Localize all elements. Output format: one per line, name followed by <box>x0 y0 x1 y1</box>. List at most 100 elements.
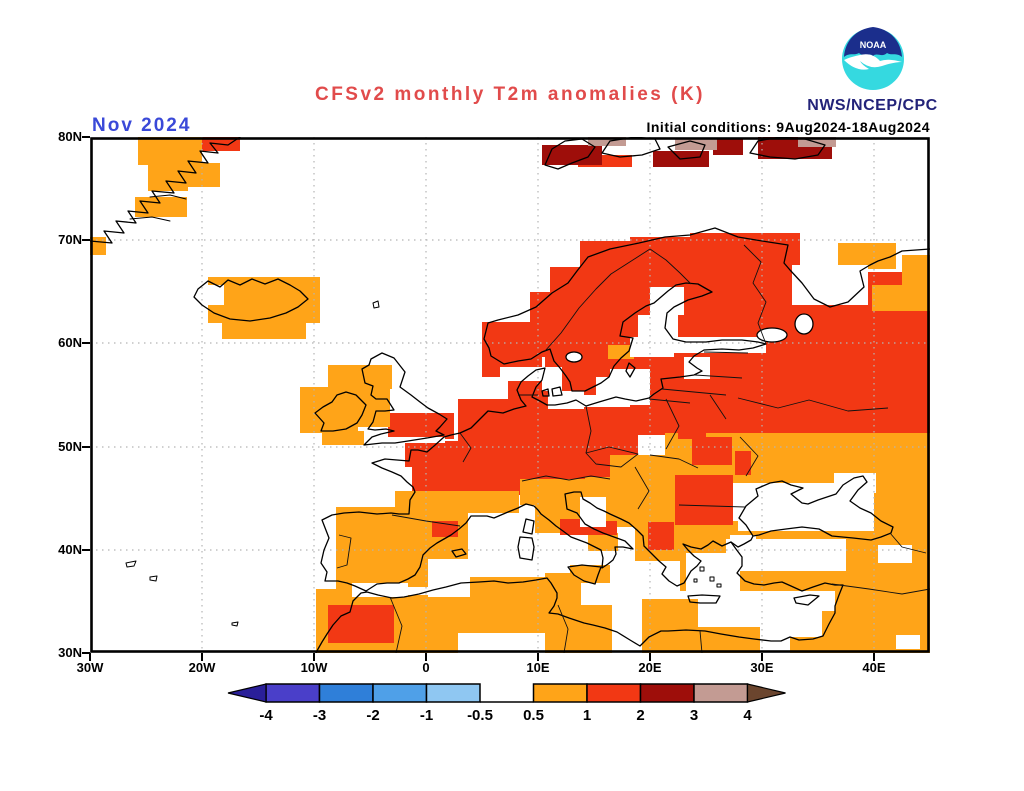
lon-label-30W: 30W <box>76 660 104 675</box>
anomaly-cell-red_accent <box>328 605 394 643</box>
lon-tick <box>649 653 651 661</box>
colorbar-segment <box>425 683 481 703</box>
colorbar-segment <box>318 683 374 703</box>
anomaly-cell-orange <box>872 477 930 525</box>
lon-label-10E: 10E <box>526 660 550 675</box>
anomaly-cell-white <box>202 285 224 305</box>
colorbar-tick--2: -2 <box>366 707 379 724</box>
anomaly-cell-tan <box>675 139 717 150</box>
colorbar-segment <box>586 683 642 703</box>
coastline-layer <box>89 136 931 654</box>
lon-label-0: 0 <box>422 660 430 675</box>
anomaly-cell-white <box>896 635 920 649</box>
lat-tick <box>82 548 90 551</box>
anomaly-cell-white <box>542 367 562 391</box>
anomaly-cell-red <box>412 467 524 495</box>
forecast-month-label: Nov 2024 <box>92 115 192 136</box>
colorbar-segment <box>693 683 749 703</box>
anomaly-cell-white <box>428 559 470 597</box>
lat-label-60N: 60N <box>58 335 82 351</box>
lat-label-70N: 70N <box>58 232 82 248</box>
anomaly-cell-white <box>548 391 584 409</box>
anomaly-cell-red <box>630 237 700 277</box>
lon-tick <box>537 653 539 661</box>
lat-label-50N: 50N <box>58 438 82 454</box>
anomaly-cell-white <box>630 337 674 357</box>
anomaly-cell-red_accent <box>735 451 751 475</box>
anomaly-cell-orange <box>342 405 390 427</box>
colorbar-tick-0.5: 0.5 <box>523 707 544 724</box>
lon-label-20W: 20W <box>188 660 216 675</box>
figure-title: CFSv2 monthly T2m anomalies (K) <box>314 84 705 105</box>
anomaly-cell-white <box>668 337 766 353</box>
colorbar-segment <box>372 683 428 703</box>
anomaly-cell-white <box>390 587 430 595</box>
colorbar-segment <box>532 683 588 703</box>
noaa-logo-text: NOAA <box>860 40 887 50</box>
colorbar-right-arrow-icon <box>746 683 786 703</box>
anomaly-cell-darkred <box>713 139 743 155</box>
anomaly-cell-orange <box>138 137 202 165</box>
lon-tick <box>425 653 427 661</box>
lon-tick <box>313 653 315 661</box>
anomaly-cell-orange <box>328 365 392 409</box>
lat-tick <box>82 652 90 654</box>
anomaly-cell-orange <box>872 285 930 311</box>
colorbar-left-arrow-icon <box>227 683 267 703</box>
anomaly-cell-white <box>878 545 912 563</box>
colorbar-tick-1: 1 <box>583 707 591 724</box>
anomaly-cell-orange <box>222 323 306 339</box>
lat-tick <box>82 136 90 138</box>
country-borders-layer <box>336 244 931 654</box>
anomaly-cells-layer <box>90 137 930 653</box>
anomaly-cell-orange <box>902 255 930 287</box>
anomaly-cell-orange <box>642 599 698 653</box>
anomaly-cell-white <box>375 437 445 443</box>
anomaly-cell-orange <box>322 431 364 445</box>
lon-label-10W: 10W <box>300 660 328 675</box>
anomaly-cell-red_accent <box>648 522 674 550</box>
colorbar-tick-2: 2 <box>636 707 644 724</box>
lon-tick <box>89 653 91 661</box>
colorbar-tick-4: 4 <box>743 707 752 724</box>
lat-label-40N: 40N <box>58 541 82 557</box>
lat-tick <box>82 445 90 448</box>
initial-conditions-label: Initial conditions: 9Aug2024-18Aug2024 <box>646 119 930 135</box>
colorbar-segment <box>639 683 695 703</box>
anomaly-cell-white <box>730 535 756 547</box>
lon-tick <box>201 653 203 661</box>
anomaly-cell-red_accent <box>692 437 732 465</box>
anomaly-cell-orange <box>570 565 610 583</box>
noaa-logo-icon: NOAA <box>842 27 904 91</box>
lon-label-30E: 30E <box>750 660 774 675</box>
anomaly-cell-orange <box>790 637 930 653</box>
anomaly-cell-orange <box>566 605 612 653</box>
anomaly-cell-red_accent <box>675 475 733 525</box>
lon-label-40E: 40E <box>862 660 886 675</box>
colorbar-tick--3: -3 <box>313 707 326 724</box>
anomaly-cell-red <box>405 441 524 467</box>
anomaly-cell-white <box>686 553 740 591</box>
lat-tick <box>82 342 90 345</box>
colorbar-tick-3: 3 <box>690 707 698 724</box>
colorbar-tick--4: -4 <box>259 707 273 724</box>
anomaly-cell-orange <box>208 277 320 323</box>
agency-label: NWS/NCEP/CPC <box>807 97 938 114</box>
lon-label-20E: 20E <box>638 660 662 675</box>
anomaly-cell-tan <box>588 137 626 146</box>
map-frame <box>90 137 930 653</box>
lat-tick <box>82 239 90 242</box>
colorbar-segment <box>265 683 321 703</box>
anomaly-cell-orange <box>588 533 618 551</box>
anomaly-cell-red_accent <box>678 419 706 439</box>
anomaly-cell-orange <box>148 165 188 191</box>
anomaly-map <box>89 136 931 654</box>
anomaly-cell-darkred <box>542 145 602 165</box>
colorbar-tick--1: -1 <box>420 707 433 724</box>
anomaly-cell-orange <box>520 489 598 505</box>
anomaly-cell-white <box>792 265 868 305</box>
anomaly-cell-orange <box>135 197 187 217</box>
lon-tick <box>873 653 875 661</box>
anomaly-cell-white <box>390 389 432 413</box>
